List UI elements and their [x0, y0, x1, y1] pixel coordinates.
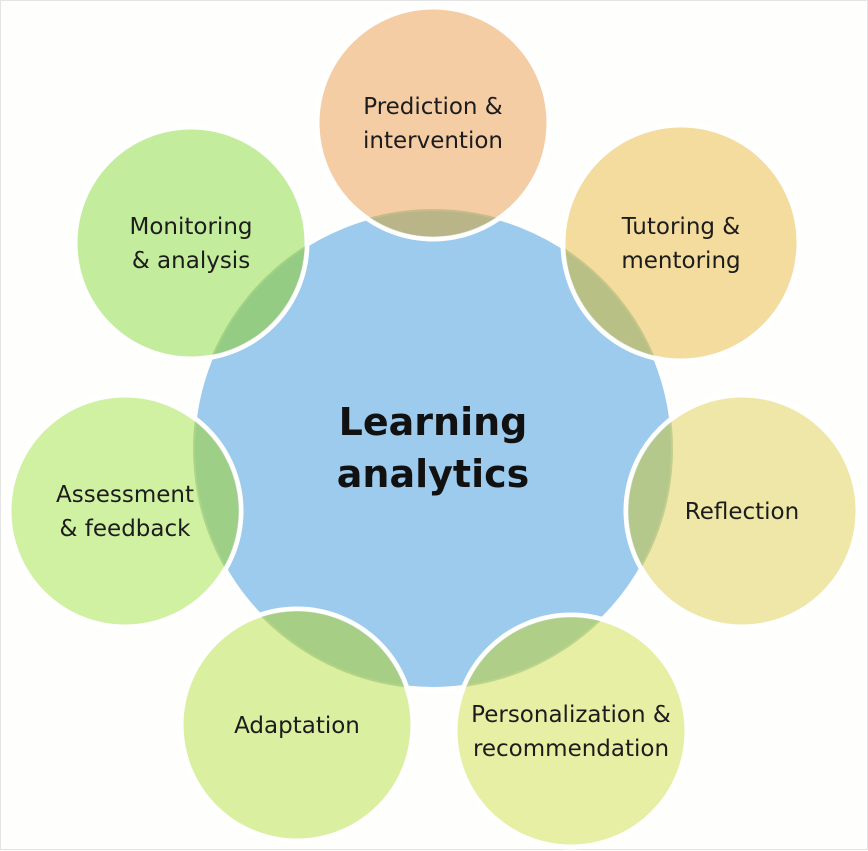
node-label-personalization: Personalization & recommendation	[471, 702, 671, 762]
node-circle-prediction	[314, 4, 552, 242]
node-label-line: recommendation	[473, 736, 669, 762]
node-circle-personalization	[452, 612, 690, 850]
node-label-line: Assessment	[56, 482, 194, 508]
node-label-line: Prediction &	[363, 94, 503, 120]
node-label-line: Personalization &	[471, 702, 671, 728]
node-label-adaptation: Adaptation	[234, 713, 360, 739]
node-label-line: Reflection	[685, 499, 799, 525]
node-label-prediction: Prediction & intervention	[363, 94, 503, 154]
node-circle-adaptation	[178, 606, 416, 844]
node-label-line: intervention	[363, 128, 503, 154]
overlap-monitoring	[193, 209, 305, 357]
node-label-monitoring: Monitoring & analysis	[130, 214, 253, 274]
node-circle-tutoring	[560, 122, 802, 364]
node-label-line: & feedback	[60, 516, 192, 542]
node-label-line: Tutoring &	[621, 214, 741, 240]
node-circle-reflection	[623, 392, 861, 630]
node-label-line: Adaptation	[234, 713, 360, 739]
node-label-assessment: Assessment & feedback	[56, 482, 194, 542]
node-label-reflection: Reflection	[685, 499, 799, 525]
node-label-line: & analysis	[132, 248, 250, 274]
center-label-line: Learning	[339, 400, 528, 444]
node-label-line: mentoring	[621, 248, 740, 274]
node-label-line: Monitoring	[130, 214, 253, 240]
node-circle-assessment	[6, 392, 244, 630]
center-label: Learning analytics	[337, 400, 529, 496]
node-label-tutoring: Tutoring & mentoring	[621, 214, 741, 274]
center-label-line: analytics	[337, 452, 529, 496]
node-circle-monitoring	[72, 124, 310, 362]
